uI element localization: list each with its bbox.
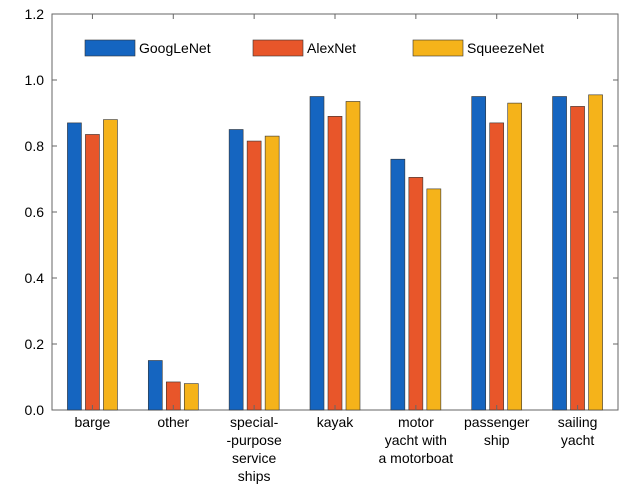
bar-googlenet-1 bbox=[147, 360, 163, 411]
y-tick-label: 0.8 bbox=[25, 138, 45, 154]
legend-swatch-alexnet bbox=[252, 39, 304, 57]
bar-alexnet-3 bbox=[327, 116, 343, 411]
legend-label-alexnet: AlexNet bbox=[307, 40, 356, 56]
bar-alexnet-4 bbox=[408, 177, 424, 411]
x-tick-label: barge bbox=[75, 414, 111, 430]
bar-alexnet-6 bbox=[570, 106, 585, 411]
x-axis: barge other special- -purpose service ships ka… bbox=[75, 414, 598, 484]
x-tick-label-line: sailing bbox=[558, 414, 598, 430]
bars bbox=[67, 14, 603, 411]
x-tick-label-line: passenger bbox=[464, 414, 530, 430]
x-tick-label-line: other bbox=[157, 414, 189, 430]
bar-alexnet-0 bbox=[85, 134, 100, 411]
bar-squeezenet-4 bbox=[426, 188, 442, 411]
bar-squeezenet-1 bbox=[183, 383, 199, 411]
y-axis: 0.0 0.2 0.4 0.6 0.8 1.0 1.2 bbox=[25, 6, 618, 418]
x-tick-label-line: kayak bbox=[317, 414, 355, 430]
x-tick-label: kayak bbox=[317, 414, 355, 430]
y-tick-label: 0.6 bbox=[25, 204, 45, 220]
legend-swatch-googlenet bbox=[84, 39, 136, 57]
x-tick-label: special- -purpose service ships bbox=[227, 414, 282, 484]
y-tick-label: 0.4 bbox=[25, 270, 45, 286]
legend-swatch-squeezenet bbox=[412, 39, 464, 57]
legend: GoogLeNet AlexNet SqueezeNet bbox=[84, 39, 544, 57]
x-tick-label-line: a motorboat bbox=[378, 450, 453, 466]
y-tick-label: 0.0 bbox=[25, 402, 45, 418]
bar-squeezenet-6 bbox=[588, 94, 603, 411]
x-tick-label-line: ships bbox=[238, 468, 271, 484]
bar-alexnet-5 bbox=[489, 122, 505, 411]
legend-label-googlenet: GoogLeNet bbox=[139, 40, 211, 56]
y-tick-label: 1.2 bbox=[25, 6, 45, 22]
x-tick-label-line: special- bbox=[230, 414, 279, 430]
x-tick-label-line: yacht bbox=[561, 432, 595, 448]
bar-googlenet-5 bbox=[471, 96, 487, 411]
legend-label-squeezenet: SqueezeNet bbox=[467, 40, 544, 56]
x-tick-label: other bbox=[157, 414, 189, 430]
x-tick-label-line: ship bbox=[484, 432, 510, 448]
bar-squeezenet-3 bbox=[345, 101, 361, 411]
x-tick-label: passenger ship bbox=[464, 414, 530, 448]
bar-googlenet-6 bbox=[552, 96, 567, 411]
bar-googlenet-2 bbox=[228, 129, 244, 411]
bar-alexnet-2 bbox=[246, 140, 262, 411]
x-tick-label-line: -purpose bbox=[227, 432, 282, 448]
bar-googlenet-3 bbox=[309, 96, 325, 411]
y-tick-label: 1.0 bbox=[25, 72, 45, 88]
bar-googlenet-0 bbox=[67, 122, 82, 411]
x-tick-label-line: barge bbox=[75, 414, 111, 430]
x-tick-label-line: service bbox=[232, 450, 277, 466]
x-tick-label-line: motor bbox=[398, 414, 434, 430]
x-tick-label: sailing yacht bbox=[558, 414, 598, 448]
x-tick-label: motor yacht with a motorboat bbox=[378, 414, 453, 466]
bar-squeezenet-2 bbox=[264, 135, 280, 411]
y-tick-label: 0.2 bbox=[25, 336, 45, 352]
bar-googlenet-4 bbox=[390, 158, 406, 411]
x-tick-label-line: yacht with bbox=[385, 432, 447, 448]
bar-squeezenet-0 bbox=[103, 119, 118, 411]
bar-squeezenet-5 bbox=[507, 102, 523, 411]
